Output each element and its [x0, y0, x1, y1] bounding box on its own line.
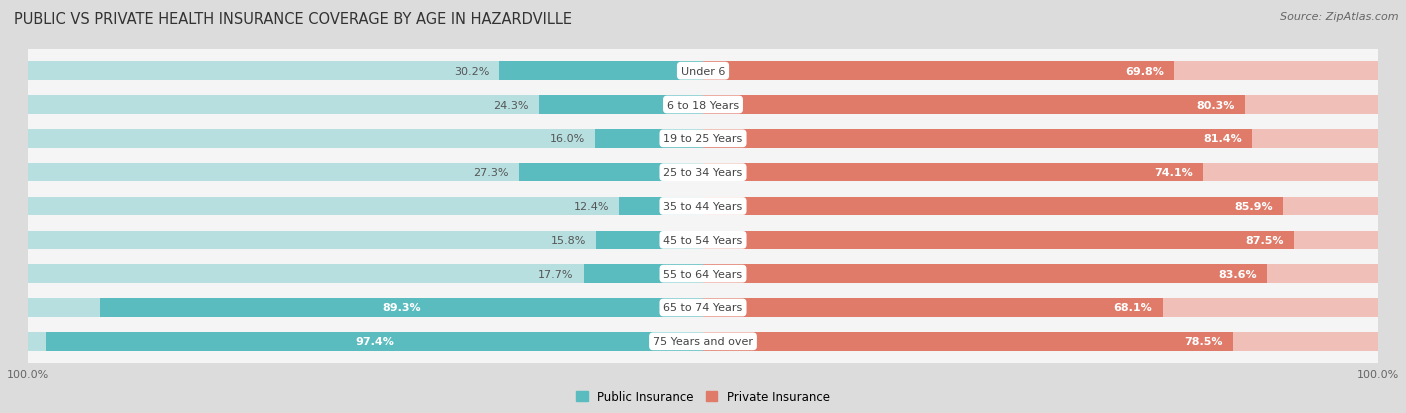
Bar [703, 231, 1378, 249]
Text: 24.3%: 24.3% [494, 100, 529, 110]
Bar [100, 299, 703, 317]
Text: 75 Years and over: 75 Years and over [652, 337, 754, 347]
Bar [703, 299, 1163, 317]
Bar [28, 62, 703, 81]
Bar [499, 62, 703, 81]
Bar [45, 332, 703, 351]
Bar [538, 96, 703, 114]
Text: 25 to 34 Years: 25 to 34 Years [664, 168, 742, 178]
Text: 30.2%: 30.2% [454, 66, 489, 76]
Text: Source: ZipAtlas.com: Source: ZipAtlas.com [1281, 12, 1399, 22]
Text: 80.3%: 80.3% [1197, 100, 1234, 110]
Text: 81.4%: 81.4% [1204, 134, 1243, 144]
FancyBboxPatch shape [25, 243, 1381, 305]
Text: 27.3%: 27.3% [474, 168, 509, 178]
FancyBboxPatch shape [25, 209, 1381, 271]
Text: 12.4%: 12.4% [574, 202, 609, 211]
Bar [703, 332, 1378, 351]
Bar [703, 62, 1174, 81]
Bar [28, 130, 703, 148]
Bar [703, 164, 1378, 182]
Bar [596, 231, 703, 249]
Bar [703, 96, 1378, 114]
FancyBboxPatch shape [25, 277, 1381, 339]
Text: 35 to 44 Years: 35 to 44 Years [664, 202, 742, 211]
Bar [28, 231, 703, 249]
Text: 6 to 18 Years: 6 to 18 Years [666, 100, 740, 110]
Bar [619, 197, 703, 216]
Text: 19 to 25 Years: 19 to 25 Years [664, 134, 742, 144]
Bar [703, 62, 1378, 81]
Text: 55 to 64 Years: 55 to 64 Years [664, 269, 742, 279]
Bar [703, 164, 1204, 182]
Text: 78.5%: 78.5% [1184, 337, 1223, 347]
Bar [703, 96, 1244, 114]
Text: 45 to 54 Years: 45 to 54 Years [664, 235, 742, 245]
Text: 17.7%: 17.7% [538, 269, 574, 279]
Text: 74.1%: 74.1% [1154, 168, 1192, 178]
FancyBboxPatch shape [25, 142, 1381, 204]
Bar [519, 164, 703, 182]
FancyBboxPatch shape [25, 176, 1381, 237]
FancyBboxPatch shape [25, 41, 1381, 102]
Text: 15.8%: 15.8% [551, 235, 586, 245]
Bar [28, 96, 703, 114]
Bar [703, 265, 1267, 283]
Bar [28, 197, 703, 216]
FancyBboxPatch shape [25, 74, 1381, 136]
Text: PUBLIC VS PRIVATE HEALTH INSURANCE COVERAGE BY AGE IN HAZARDVILLE: PUBLIC VS PRIVATE HEALTH INSURANCE COVER… [14, 12, 572, 27]
Text: 68.1%: 68.1% [1114, 303, 1153, 313]
Bar [28, 265, 703, 283]
Text: 87.5%: 87.5% [1244, 235, 1284, 245]
Bar [583, 265, 703, 283]
Text: 97.4%: 97.4% [354, 337, 394, 347]
Bar [28, 164, 703, 182]
Bar [703, 130, 1253, 148]
Text: 89.3%: 89.3% [382, 303, 420, 313]
Bar [703, 231, 1294, 249]
Text: 85.9%: 85.9% [1234, 202, 1272, 211]
Bar [703, 299, 1378, 317]
Bar [703, 197, 1378, 216]
Bar [703, 332, 1233, 351]
Text: 83.6%: 83.6% [1219, 269, 1257, 279]
Bar [703, 265, 1378, 283]
Text: 69.8%: 69.8% [1125, 66, 1164, 76]
Text: Under 6: Under 6 [681, 66, 725, 76]
Bar [28, 299, 703, 317]
Text: 16.0%: 16.0% [550, 134, 585, 144]
Bar [703, 197, 1282, 216]
FancyBboxPatch shape [25, 311, 1381, 372]
FancyBboxPatch shape [25, 108, 1381, 170]
Text: 65 to 74 Years: 65 to 74 Years [664, 303, 742, 313]
Bar [703, 130, 1378, 148]
Bar [28, 332, 703, 351]
Bar [595, 130, 703, 148]
Legend: Public Insurance, Private Insurance: Public Insurance, Private Insurance [571, 385, 835, 408]
